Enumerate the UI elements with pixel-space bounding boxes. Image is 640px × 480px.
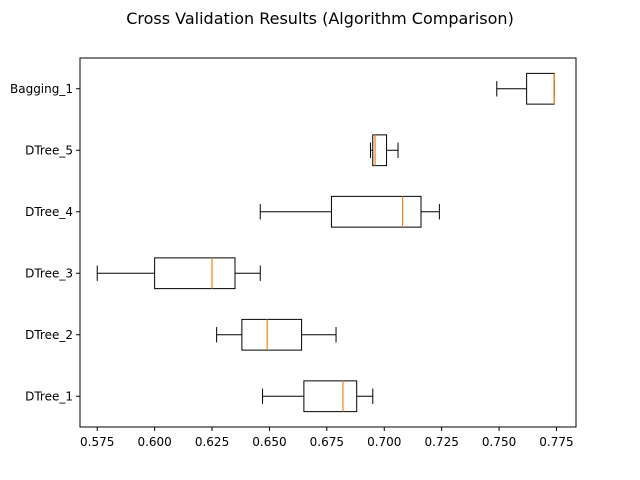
iqr-box-1 bbox=[241, 318, 303, 351]
box-4 bbox=[369, 134, 399, 167]
y-tick-label-2: DTree_3 bbox=[25, 266, 73, 280]
y-tick-label-3: DTree_4 bbox=[25, 205, 73, 219]
x-tick-label-3: 0.650 bbox=[252, 435, 286, 449]
x-tick-label-1: 0.600 bbox=[137, 435, 171, 449]
x-tick-label-8: 0.775 bbox=[539, 435, 573, 449]
y-axis: DTree_1 DTree_2 DTree_3 DTree_4 DTree_5 Baggi… bbox=[10, 82, 80, 403]
axes-frame bbox=[79, 57, 577, 428]
iqr-box-5 bbox=[526, 72, 555, 105]
iqr-box-3 bbox=[330, 195, 422, 228]
y-tick-label-1: DTree_2 bbox=[25, 328, 73, 342]
box-1 bbox=[216, 318, 337, 351]
x-tick-label-0: 0.575 bbox=[80, 435, 114, 449]
box-3 bbox=[259, 195, 440, 228]
box-2 bbox=[96, 257, 261, 290]
x-tick-label-6: 0.725 bbox=[424, 435, 458, 449]
x-tick-label-7: 0.750 bbox=[482, 435, 516, 449]
x-tick-label-5: 0.700 bbox=[367, 435, 401, 449]
x-axis: 0.575 0.600 0.625 0.650 0.675 0.700 0.725 0.750… bbox=[80, 427, 574, 449]
iqr-box-2 bbox=[154, 257, 236, 290]
box-5 bbox=[496, 72, 555, 105]
box-0 bbox=[262, 380, 374, 413]
plot-area bbox=[96, 72, 555, 413]
x-tick-label-4: 0.675 bbox=[310, 435, 344, 449]
iqr-box-4 bbox=[372, 134, 388, 167]
chart-title: Cross Validation Results (Algorithm Comp… bbox=[126, 9, 514, 28]
y-tick-label-5: Bagging_1 bbox=[10, 82, 73, 96]
iqr-box-0 bbox=[303, 380, 358, 413]
y-tick-label-4: DTree_5 bbox=[25, 143, 73, 157]
y-tick-label-0: DTree_1 bbox=[25, 389, 73, 403]
x-tick-label-2: 0.625 bbox=[195, 435, 229, 449]
